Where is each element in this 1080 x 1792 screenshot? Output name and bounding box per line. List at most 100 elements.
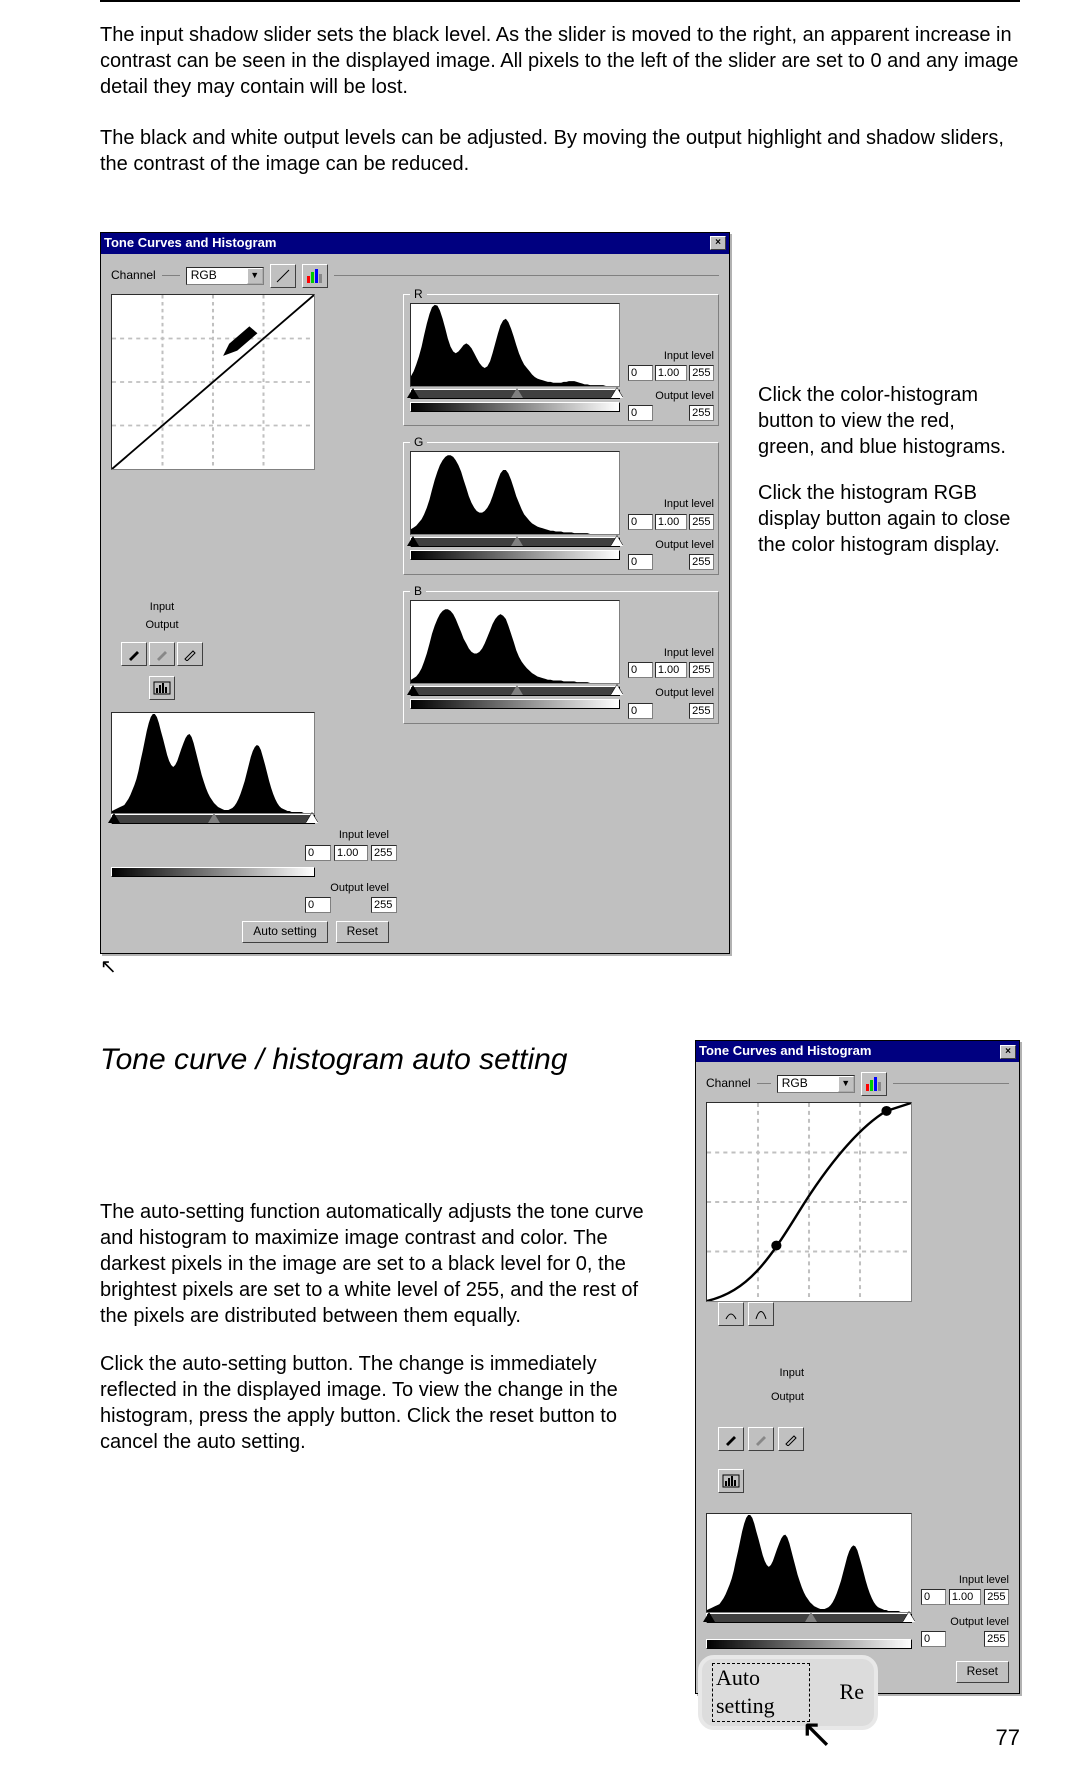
output-slider-track[interactable] bbox=[111, 867, 315, 877]
input-legend: Input bbox=[718, 1366, 804, 1380]
histogram-b bbox=[410, 600, 620, 684]
output-high-field[interactable]: 255 bbox=[689, 554, 714, 570]
output-legend: Output bbox=[718, 1390, 804, 1404]
output-high-field[interactable]: 255 bbox=[984, 1631, 1009, 1647]
input-level-label: Input level bbox=[628, 646, 714, 660]
close-icon[interactable]: × bbox=[710, 236, 726, 250]
auto-setting-magnified: Auto setting bbox=[712, 1663, 810, 1722]
eyedropper-gray-icon[interactable] bbox=[748, 1427, 774, 1451]
channel-label: Channel bbox=[706, 1076, 751, 1092]
intro-para-1: The input shadow slider sets the black l… bbox=[100, 22, 1020, 100]
input-low-field[interactable]: 0 bbox=[305, 845, 331, 861]
input-low-field[interactable]: 0 bbox=[921, 1589, 946, 1605]
output-slider-track[interactable] bbox=[706, 1639, 912, 1649]
rgb-block-b: B Input level 0 1 bbox=[403, 591, 719, 724]
input-slider-g[interactable] bbox=[410, 537, 620, 547]
re-fragment: Re bbox=[840, 1678, 864, 1707]
cursor-icon: ↖ bbox=[100, 956, 117, 978]
input-high-field[interactable]: 255 bbox=[689, 365, 714, 381]
output-low-field[interactable]: 0 bbox=[921, 1631, 946, 1647]
eyedropper-black-icon[interactable] bbox=[121, 642, 147, 666]
intro-para-2: The black and white output levels can be… bbox=[100, 125, 1020, 177]
page-number: 77 bbox=[100, 1724, 1020, 1753]
dialog-title: Tone Curves and Histogram bbox=[699, 1043, 871, 1060]
smooth-curve-icon[interactable] bbox=[748, 1302, 774, 1326]
input-level-label: Input level bbox=[339, 828, 389, 842]
dialog-title: Tone Curves and Histogram bbox=[104, 235, 276, 252]
channel-value: RGB bbox=[782, 1076, 808, 1092]
input-low-field[interactable]: 0 bbox=[628, 514, 653, 530]
color-histogram-icon[interactable] bbox=[302, 264, 328, 288]
output-slider-g[interactable] bbox=[410, 550, 620, 560]
input-high-field[interactable]: 255 bbox=[371, 845, 397, 861]
eyedropper-black-icon[interactable] bbox=[718, 1427, 744, 1451]
auto-setting-button[interactable]: Auto setting bbox=[242, 921, 327, 943]
output-high-field[interactable]: 255 bbox=[689, 703, 714, 719]
channel-value: RGB bbox=[191, 268, 217, 284]
color-histogram-icon[interactable] bbox=[861, 1072, 887, 1096]
output-slider-b[interactable] bbox=[410, 699, 620, 709]
input-slider-track[interactable] bbox=[706, 1613, 912, 1623]
output-level-label: Output level bbox=[921, 1615, 1009, 1629]
output-level-label: Output level bbox=[628, 538, 714, 552]
output-low-field[interactable]: 0 bbox=[628, 703, 653, 719]
output-low-field[interactable]: 0 bbox=[628, 405, 653, 421]
eyedropper-white-icon[interactable] bbox=[177, 642, 203, 666]
rgb-legend: B bbox=[410, 584, 426, 600]
main-histogram bbox=[111, 712, 315, 814]
top-right-para-1: Click the color-histogram button to view… bbox=[758, 382, 1013, 460]
auto-para-1: The auto-setting function automatically … bbox=[100, 1199, 667, 1329]
histogram-toggle-icon[interactable] bbox=[718, 1469, 744, 1493]
channel-select[interactable]: RGB ▼ bbox=[186, 267, 264, 285]
input-high-field[interactable]: 255 bbox=[984, 1589, 1009, 1605]
input-mid-field[interactable]: 1.00 bbox=[949, 1589, 981, 1605]
output-legend: Output bbox=[145, 618, 178, 632]
tone-tool-icon[interactable] bbox=[270, 264, 296, 288]
channel-select[interactable]: RGB ▼ bbox=[777, 1075, 855, 1093]
tone-curve-canvas[interactable] bbox=[706, 1102, 912, 1302]
rgb-block-g: G Input level 0 1 bbox=[403, 442, 719, 575]
tone-curves-dialog-auto: Tone Curves and Histogram × Channel RGB … bbox=[695, 1040, 1020, 1693]
input-legend: Input bbox=[150, 600, 174, 614]
histogram-toggle-icon[interactable] bbox=[149, 676, 175, 700]
freehand-curve-icon[interactable] bbox=[718, 1302, 744, 1326]
rgb-block-r: R Input level 0 1 bbox=[403, 294, 719, 427]
chevron-down-icon[interactable]: ▼ bbox=[838, 1076, 854, 1092]
output-level-label: Output level bbox=[628, 389, 714, 403]
reset-button[interactable]: Reset bbox=[956, 1661, 1009, 1683]
input-slider-r[interactable] bbox=[410, 389, 620, 399]
input-level-label: Input level bbox=[628, 497, 714, 511]
output-level-label: Output level bbox=[330, 881, 389, 895]
section-heading: Tone curve / histogram auto setting bbox=[100, 1040, 667, 1079]
output-low-field[interactable]: 0 bbox=[305, 897, 331, 913]
output-high-field[interactable]: 255 bbox=[371, 897, 397, 913]
output-low-field[interactable]: 0 bbox=[628, 554, 653, 570]
input-mid-field[interactable]: 1.00 bbox=[655, 662, 687, 678]
top-right-para-2: Click the histogram RGB display button a… bbox=[758, 480, 1013, 558]
input-low-field[interactable]: 0 bbox=[628, 365, 653, 381]
eyedropper-white-icon[interactable] bbox=[778, 1427, 804, 1451]
tone-curve-canvas[interactable] bbox=[111, 294, 315, 470]
input-level-label: Input level bbox=[921, 1573, 1009, 1587]
output-high-field[interactable]: 255 bbox=[689, 405, 714, 421]
input-low-field[interactable]: 0 bbox=[628, 662, 653, 678]
input-mid-field[interactable]: 1.00 bbox=[655, 365, 687, 381]
color-histogram-callout: ↖ bbox=[100, 954, 730, 980]
eyedropper-gray-icon[interactable] bbox=[149, 642, 175, 666]
chevron-down-icon[interactable]: ▼ bbox=[247, 268, 263, 284]
channel-label: Channel bbox=[111, 268, 156, 284]
output-slider-r[interactable] bbox=[410, 402, 620, 412]
input-slider-b[interactable] bbox=[410, 686, 620, 696]
input-mid-field[interactable]: 1.00 bbox=[655, 514, 687, 530]
rgb-legend: G bbox=[410, 435, 427, 451]
close-icon[interactable]: × bbox=[1000, 1045, 1016, 1059]
histogram-g bbox=[410, 451, 620, 535]
tone-curves-dialog-expanded: Tone Curves and Histogram × Channel RGB … bbox=[100, 232, 730, 954]
rgb-legend: R bbox=[410, 287, 427, 303]
input-high-field[interactable]: 255 bbox=[689, 514, 714, 530]
input-mid-field[interactable]: 1.00 bbox=[334, 845, 368, 861]
input-slider-track[interactable] bbox=[111, 814, 315, 824]
histogram-r bbox=[410, 303, 620, 387]
reset-button[interactable]: Reset bbox=[336, 921, 389, 943]
input-high-field[interactable]: 255 bbox=[689, 662, 714, 678]
